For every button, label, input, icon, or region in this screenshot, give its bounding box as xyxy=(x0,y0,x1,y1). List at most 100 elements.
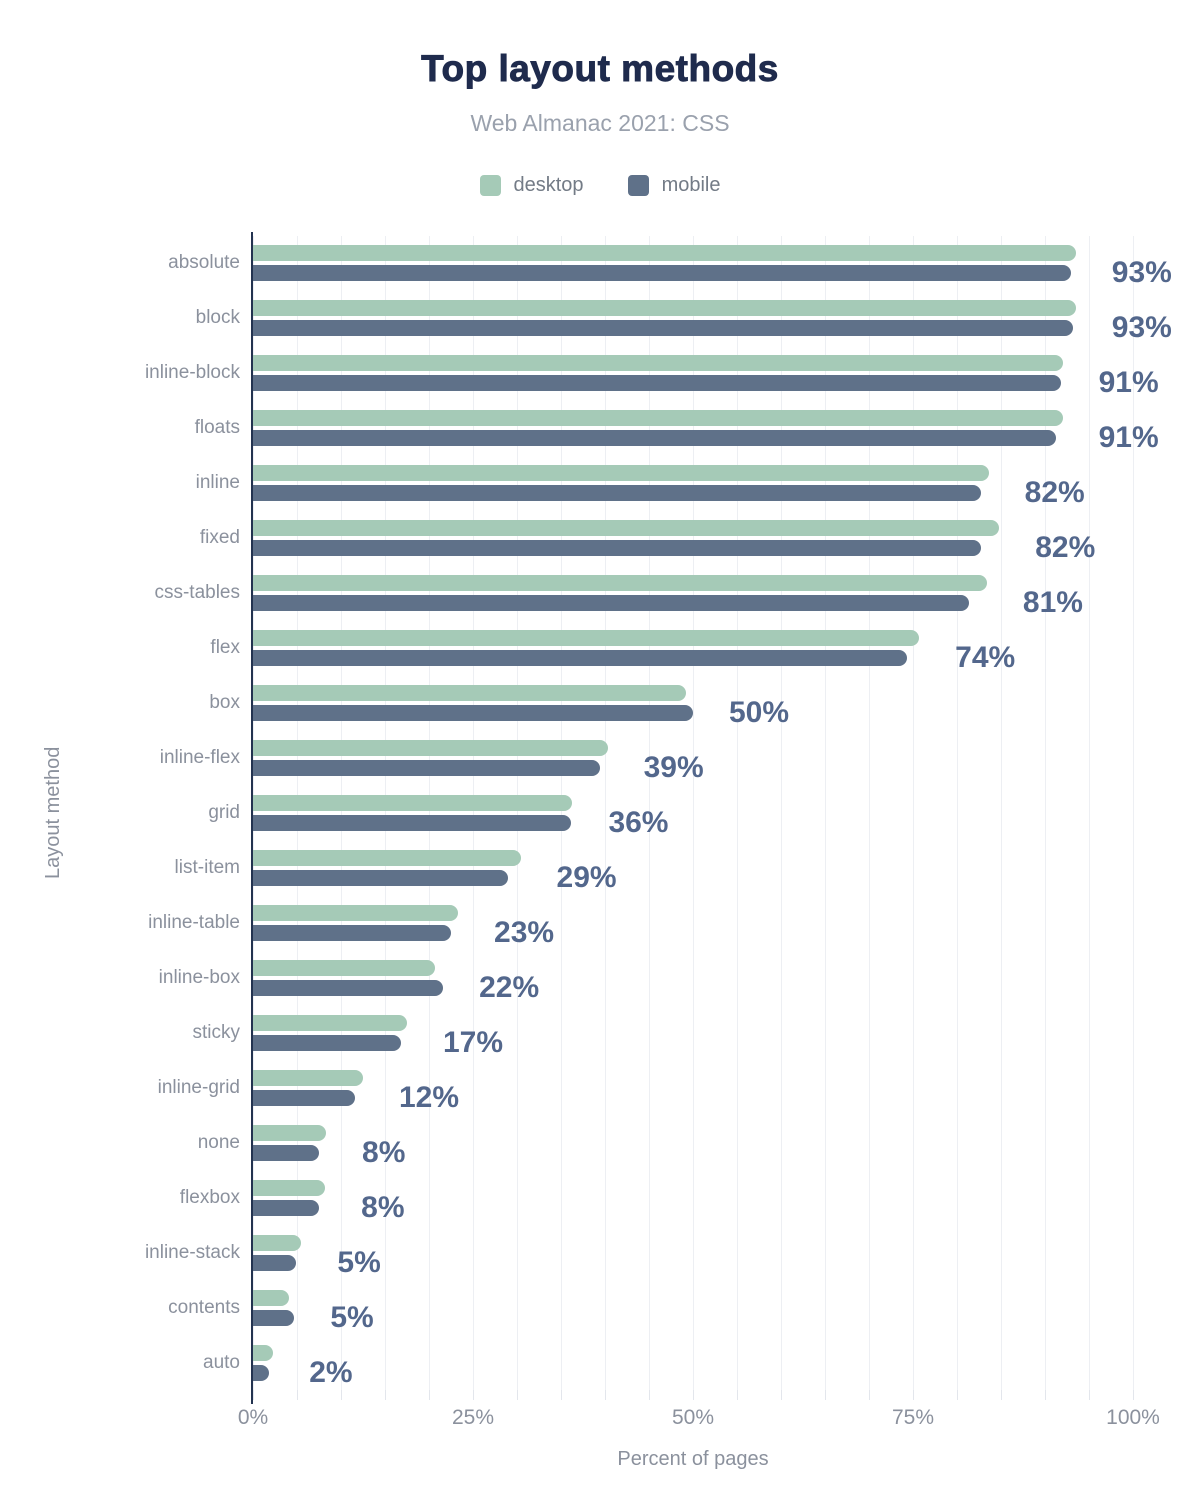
category-label: fixed xyxy=(199,527,240,549)
chart-row-absolute: absolute 93% xyxy=(168,236,1172,291)
chart-row-inline-table: inline-table 23% xyxy=(148,895,1160,950)
category-label: inline-stack xyxy=(144,1241,240,1263)
category-label: inline xyxy=(195,472,240,494)
desktop-bar xyxy=(253,465,989,482)
mobile-bar xyxy=(253,869,509,886)
mobile-bar xyxy=(253,375,1061,392)
value-label: 12% xyxy=(399,1080,460,1114)
chart-row-list-item: list-item 29% xyxy=(175,840,1160,895)
legend-item-mobile[interactable]: mobile xyxy=(627,174,721,197)
value-label: 22% xyxy=(479,970,540,1004)
desktop-bar xyxy=(253,520,1000,537)
category-label: flex xyxy=(210,637,240,659)
desktop-bar xyxy=(253,1124,327,1141)
desktop-bar xyxy=(253,630,920,647)
category-label: grid xyxy=(208,802,240,823)
value-label: 91% xyxy=(1098,421,1159,455)
chart-row-inline-box: inline-box 22% xyxy=(159,950,1160,1005)
mobile-bar xyxy=(253,1199,319,1216)
mobile-bar xyxy=(253,705,693,722)
mobile-bar xyxy=(253,1144,319,1161)
chart-row-box: box 50% xyxy=(209,676,1160,731)
y-axis-title: Layout method xyxy=(42,746,64,880)
category-label: sticky xyxy=(192,1021,241,1043)
category-label: flexbox xyxy=(179,1186,240,1208)
desktop-bar xyxy=(253,1179,326,1196)
value-label: 82% xyxy=(1035,531,1096,565)
x-tick-label: 25% xyxy=(451,1406,495,1429)
desktop-bar xyxy=(253,685,686,702)
chart-row-auto: auto 2% xyxy=(203,1335,1160,1390)
x-tick-label: 100% xyxy=(1106,1406,1160,1429)
chart-row-grid: grid 36% xyxy=(208,786,1160,841)
value-label: 74% xyxy=(955,641,1016,675)
value-label: 82% xyxy=(1024,476,1085,510)
chart-row-contents: contents 5% xyxy=(168,1280,1160,1335)
chart-title: Top layout methods xyxy=(421,48,779,90)
value-label: 91% xyxy=(1098,366,1159,400)
category-label: list-item xyxy=(174,856,240,878)
desktop-bar xyxy=(253,1014,407,1031)
category-label: css-tables xyxy=(154,582,240,604)
chart-row-inline-grid: inline-grid 12% xyxy=(158,1060,1160,1115)
chart-row-flexbox: flexbox 8% xyxy=(180,1170,1160,1225)
chart-row-none: none 8% xyxy=(198,1115,1160,1170)
mobile-bar xyxy=(253,430,1056,447)
mobile-bar xyxy=(253,320,1074,337)
category-label: inline-block xyxy=(144,362,240,384)
category-label: floats xyxy=(194,417,240,439)
chart-row-sticky: sticky 17% xyxy=(193,1005,1160,1060)
desktop-bar xyxy=(253,740,608,757)
mobile-bar xyxy=(253,650,907,667)
legend-label-mobile: mobile xyxy=(661,174,721,196)
chart-row-block: block 93% xyxy=(196,291,1172,346)
chart-row-floats: floats 91% xyxy=(195,401,1160,456)
chart-row-css-tables: css-tables 81% xyxy=(154,566,1160,621)
chart-row-inline-flex: inline-flex 39% xyxy=(160,731,1160,786)
legend-item-desktop[interactable]: desktop xyxy=(479,174,584,197)
value-label: 5% xyxy=(330,1300,374,1334)
mobile-bar xyxy=(253,924,451,941)
mobile-bar xyxy=(253,1364,269,1381)
mobile-swatch-icon xyxy=(627,175,649,196)
mobile-bar xyxy=(253,1034,401,1051)
bar-rows: absolute 93% block 93% inline-block 91% floats… xyxy=(145,236,1172,1390)
legend-label-desktop: desktop xyxy=(513,174,584,196)
x-tick-label: 75% xyxy=(891,1406,935,1429)
desktop-bar xyxy=(253,1344,274,1361)
desktop-bar xyxy=(253,849,521,866)
mobile-bar xyxy=(253,1089,356,1106)
value-label: 50% xyxy=(729,696,790,730)
category-label: auto xyxy=(203,1351,240,1373)
mobile-bar xyxy=(253,595,970,612)
category-label: inline-grid xyxy=(157,1076,240,1098)
desktop-bar xyxy=(253,1289,290,1306)
category-label: block xyxy=(195,307,240,329)
x-tick-label: 0% xyxy=(237,1406,269,1429)
mobile-bar xyxy=(253,760,600,777)
desktop-bar xyxy=(253,410,1063,427)
value-label: 8% xyxy=(361,1190,405,1224)
chart-row-inline-block: inline-block 91% xyxy=(145,346,1160,401)
x-tick-label: 50% xyxy=(671,1406,715,1429)
desktop-bar xyxy=(253,959,436,976)
value-label: 5% xyxy=(337,1245,381,1279)
desktop-bar xyxy=(253,300,1076,317)
chart-row-fixed: fixed 82% xyxy=(200,511,1160,566)
mobile-bar xyxy=(253,485,981,502)
value-label: 23% xyxy=(494,915,555,949)
mobile-bar xyxy=(253,979,444,996)
desktop-bar xyxy=(253,1234,302,1251)
value-label: 39% xyxy=(643,751,704,785)
category-label: contents xyxy=(168,1296,240,1318)
desktop-bar xyxy=(253,795,573,811)
category-label: inline-table xyxy=(148,911,240,933)
value-label: 8% xyxy=(362,1135,406,1169)
plot-area: absolute 93% block 93% inline-block 91% floats… xyxy=(145,232,1172,1470)
category-label: inline-box xyxy=(158,966,240,988)
chart-subtitle: Web Almanac 2021: CSS xyxy=(470,110,730,136)
mobile-bar xyxy=(253,265,1072,282)
value-label: 29% xyxy=(556,860,617,894)
value-label: 81% xyxy=(1022,586,1083,620)
